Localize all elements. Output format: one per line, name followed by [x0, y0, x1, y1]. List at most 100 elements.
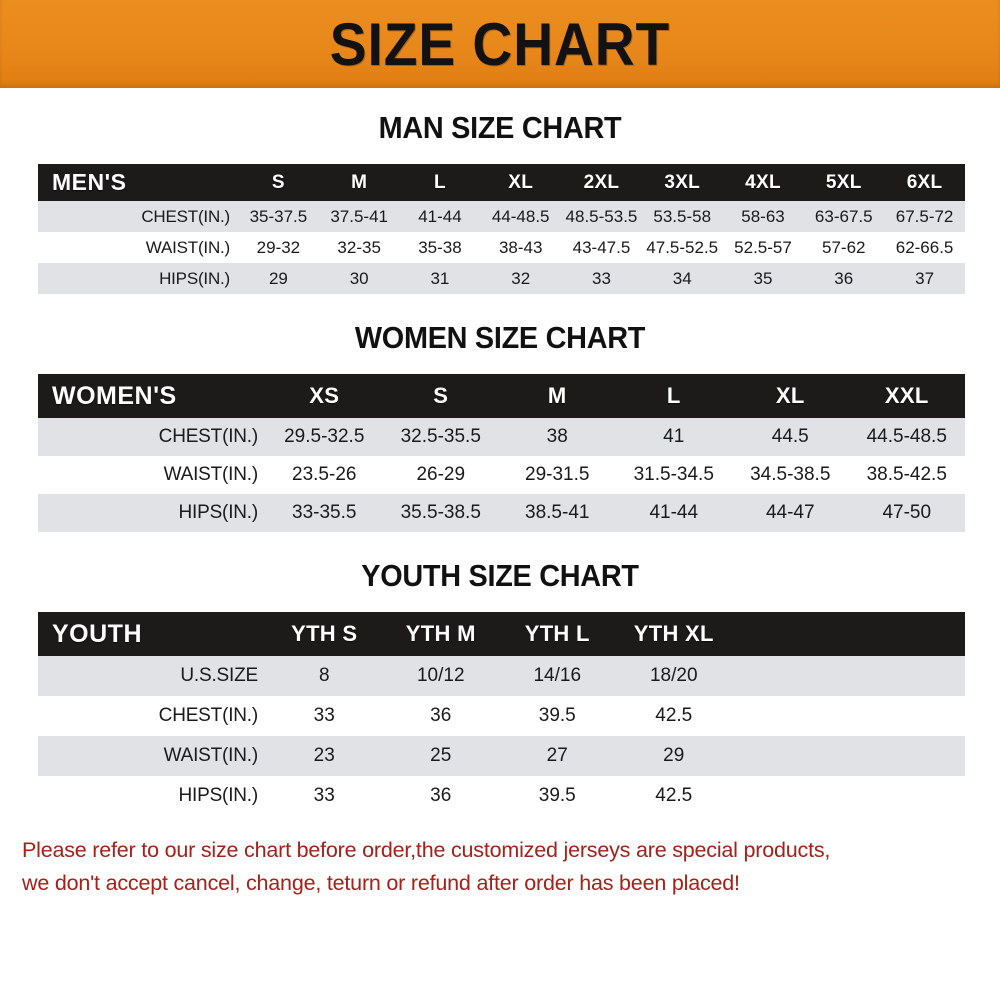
- row-value: 44-47: [732, 494, 849, 532]
- section-title-man: MAN SIZE CHART: [378, 110, 622, 145]
- row-value: [848, 656, 965, 696]
- row-value: 29-32: [238, 232, 319, 263]
- table-header-row: WOMEN'S XS S M L XL XXL: [38, 374, 965, 418]
- table-header-size: XL: [480, 164, 562, 201]
- size-chart-sections: MAN SIZE CHART MEN'S S M L XL 2XL 3XL 4XL 5XL 6XL C…: [0, 110, 1000, 816]
- row-value: 62-66.5: [884, 232, 965, 263]
- table-header-size: [732, 612, 849, 656]
- table-row: HIPS(IN.) 29 30 31 32 33 34 35 36 37: [38, 263, 965, 294]
- row-value: 48.5-53.5: [561, 201, 642, 232]
- row-value: 58-63: [722, 201, 804, 232]
- row-value: [732, 736, 849, 776]
- row-value: 8: [266, 656, 383, 696]
- row-value: [732, 656, 849, 696]
- section-title-women: WOMEN SIZE CHART: [354, 320, 646, 355]
- row-value: 35: [722, 263, 804, 294]
- row-value: 38: [499, 418, 616, 456]
- page-banner: SIZE CHART: [0, 0, 1000, 88]
- row-value: 25: [382, 736, 499, 776]
- table-row: CHEST(IN.) 33 36 39.5 42.5: [38, 696, 965, 736]
- row-value: 27: [499, 736, 616, 776]
- row-value: 57-62: [803, 232, 885, 263]
- section-women: WOMEN SIZE CHART WOMEN'S XS S M L XL XXL CHEST(I…: [0, 320, 1000, 532]
- row-value: 63-67.5: [803, 201, 885, 232]
- row-value: 47.5-52.5: [641, 232, 723, 263]
- table-header-size: YTH S: [266, 612, 383, 656]
- row-value: 30: [318, 263, 400, 294]
- table-header-size: 6XL: [884, 164, 965, 201]
- table-row: WAIST(IN.) 29-32 32-35 35-38 38-43 43-47.5 47.…: [38, 232, 965, 263]
- size-table-women: WOMEN'S XS S M L XL XXL CHEST(IN.) 29.5-32.5 32.5…: [38, 374, 965, 532]
- row-value: 33: [561, 263, 642, 294]
- row-value: 31.5-34.5: [615, 456, 732, 494]
- row-value: 36: [382, 776, 499, 816]
- row-value: 44.5-48.5: [848, 418, 965, 456]
- row-label: U.S.SIZE: [38, 656, 266, 696]
- row-label: HIPS(IN.): [38, 494, 266, 532]
- table-header-size: XS: [266, 374, 383, 418]
- row-value: 52.5-57: [722, 232, 804, 263]
- row-value: 14/16: [499, 656, 616, 696]
- table-header-row: MEN'S S M L XL 2XL 3XL 4XL 5XL 6XL: [38, 164, 965, 201]
- row-value: 34: [641, 263, 723, 294]
- table-header-size: 3XL: [641, 164, 723, 201]
- table-row: WAIST(IN.) 23 25 27 29: [38, 736, 965, 776]
- table-header-label: WOMEN'S: [38, 374, 266, 418]
- row-label: HIPS(IN.): [38, 776, 266, 816]
- row-value: 36: [803, 263, 885, 294]
- table-header-size: L: [615, 374, 732, 418]
- row-label: HIPS(IN.): [38, 263, 239, 294]
- row-value: 37: [884, 263, 965, 294]
- table-header-size: XL: [732, 374, 849, 418]
- row-value: [848, 696, 965, 736]
- row-value: 23: [266, 736, 383, 776]
- section-youth: YOUTH SIZE CHART YOUTH YTH S YTH M YTH L YTH …: [0, 558, 1000, 816]
- row-label: WAIST(IN.): [38, 456, 266, 494]
- footer-line-2: we don't accept cancel, change, teturn o…: [22, 871, 740, 896]
- row-label: CHEST(IN.): [38, 696, 266, 736]
- section-man: MAN SIZE CHART MEN'S S M L XL 2XL 3XL 4XL 5XL 6XL C…: [0, 110, 1000, 294]
- footer-line-1: Please refer to our size chart before or…: [22, 838, 831, 862]
- row-value: 29.5-32.5: [266, 418, 383, 456]
- page-title: SIZE CHART: [329, 10, 671, 78]
- row-label: CHEST(IN.): [38, 201, 239, 232]
- row-value: 39.5: [499, 776, 616, 816]
- row-value: 34.5-38.5: [732, 456, 849, 494]
- row-value: 35-38: [399, 232, 481, 263]
- table-header-size: YTH L: [499, 612, 616, 656]
- size-table-man: MEN'S S M L XL 2XL 3XL 4XL 5XL 6XL CHEST(IN.) 35-37…: [38, 164, 965, 294]
- row-value: [732, 696, 849, 736]
- row-value: 10/12: [382, 656, 499, 696]
- row-value: 35.5-38.5: [382, 494, 499, 532]
- table-header-size: YTH M: [382, 612, 499, 656]
- size-table-youth: YOUTH YTH S YTH M YTH L YTH XL U.S.SIZE 8 10/12…: [38, 612, 965, 816]
- row-value: 26-29: [382, 456, 499, 494]
- row-value: 29: [615, 736, 732, 776]
- table-header-size: L: [399, 164, 481, 201]
- row-label: WAIST(IN.): [38, 736, 266, 776]
- table-header-size: 2XL: [561, 164, 642, 201]
- row-value: 42.5: [615, 776, 732, 816]
- table-row: U.S.SIZE 8 10/12 14/16 18/20: [38, 656, 965, 696]
- row-value: 37.5-41: [318, 201, 400, 232]
- table-wrap-man: MEN'S S M L XL 2XL 3XL 4XL 5XL 6XL CHEST(IN.) 35-37…: [38, 164, 965, 294]
- row-value: 36: [382, 696, 499, 736]
- table-row: CHEST(IN.) 35-37.5 37.5-41 41-44 44-48.5 48.5…: [38, 201, 965, 232]
- row-value: 67.5-72: [884, 201, 965, 232]
- row-value: 43-47.5: [561, 232, 642, 263]
- row-value: 31: [399, 263, 481, 294]
- row-label: CHEST(IN.): [38, 418, 266, 456]
- footer-notice: Please refer to our size chart before or…: [0, 834, 1000, 901]
- row-value: 38.5-41: [499, 494, 616, 532]
- row-value: 33: [266, 696, 383, 736]
- row-value: 47-50: [848, 494, 965, 532]
- row-value: 23.5-26: [266, 456, 383, 494]
- row-value: 29-31.5: [499, 456, 616, 494]
- row-value: 32: [480, 263, 562, 294]
- row-value: 32-35: [318, 232, 400, 263]
- table-wrap-youth: YOUTH YTH S YTH M YTH L YTH XL U.S.SIZE 8 10/12…: [38, 612, 965, 816]
- table-header-size: M: [318, 164, 400, 201]
- row-value: [732, 776, 849, 816]
- row-value: 41-44: [615, 494, 732, 532]
- table-wrap-women: WOMEN'S XS S M L XL XXL CHEST(IN.) 29.5-32.5 32.5…: [38, 374, 965, 532]
